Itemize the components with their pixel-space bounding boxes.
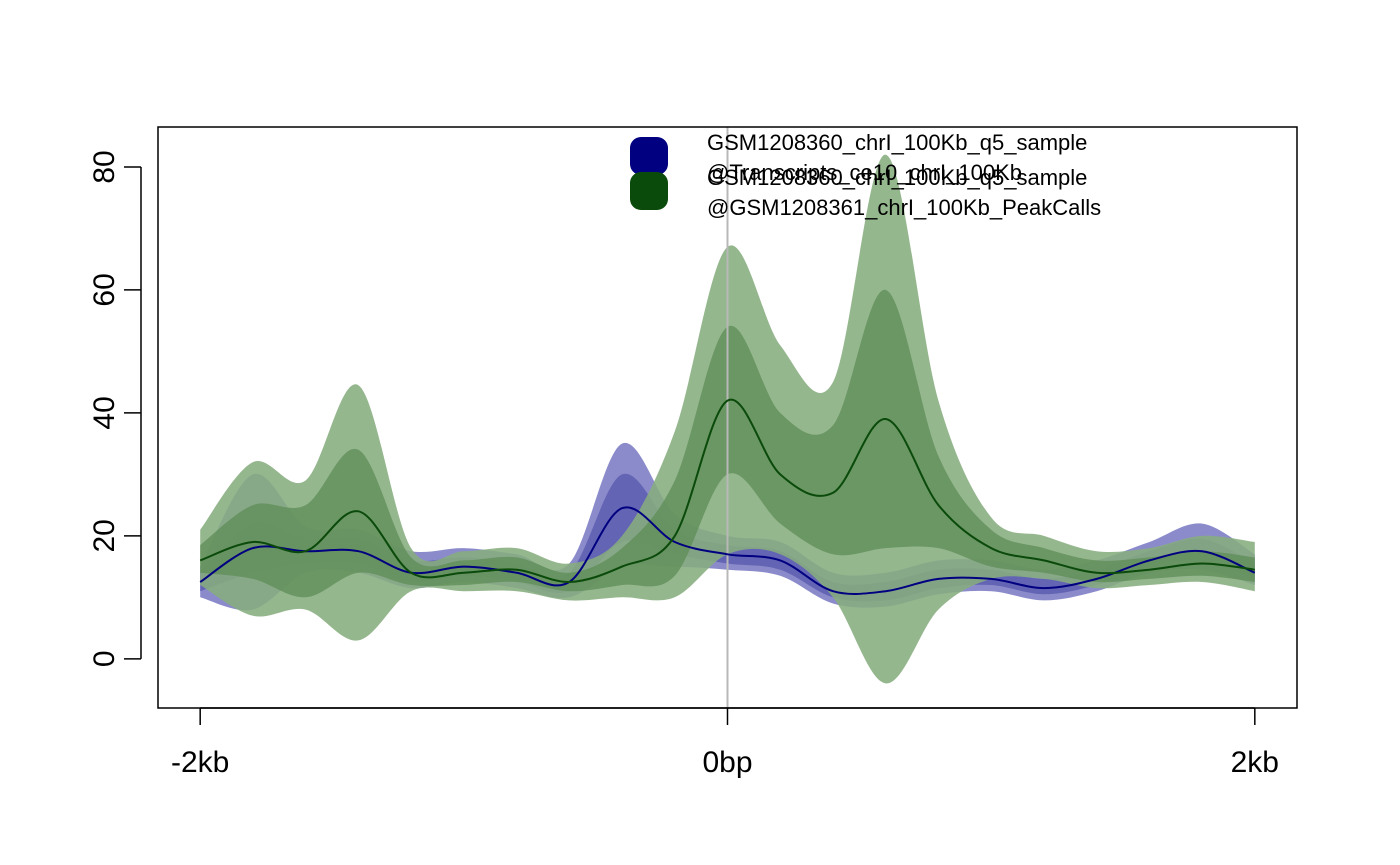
series-2-mean-line xyxy=(199,398,1255,584)
legend-swatch-2 xyxy=(630,172,668,210)
chart-mean-lines xyxy=(199,398,1256,595)
legend-label-2-line-1: GSM1208360_chrI_100Kb_q5_sample xyxy=(707,165,1087,190)
x-tick-label: 2kb xyxy=(1231,746,1279,779)
legend: GSM1208360_chrI_100Kb_q5_sample@Transcri… xyxy=(630,130,1101,220)
y-tick-label: 0 xyxy=(88,650,121,667)
legend-swatch-1 xyxy=(630,137,668,175)
y-tick-label: 40 xyxy=(88,396,121,429)
legend-label-1-line-2: @Transcripts_ce10_chrI_100Kb xyxy=(707,160,1022,185)
y-tick-label: 80 xyxy=(88,150,121,183)
legend-label-2-line-2: @GSM1208361_chrI_100Kb_PeakCalls xyxy=(707,195,1101,220)
y-tick-label: 20 xyxy=(88,519,121,552)
x-axis: -2kb 0bp 2kb xyxy=(171,707,1279,779)
y-tick-label: 60 xyxy=(88,273,121,306)
legend-label-1-line-1: GSM1208360_chrI_100Kb_q5_sample xyxy=(707,130,1087,155)
series-1-mean-line xyxy=(199,506,1256,595)
y-axis: 0 20 40 60 80 xyxy=(88,150,142,667)
x-tick-label: -2kb xyxy=(171,746,229,779)
x-tick-label: 0bp xyxy=(702,746,752,779)
